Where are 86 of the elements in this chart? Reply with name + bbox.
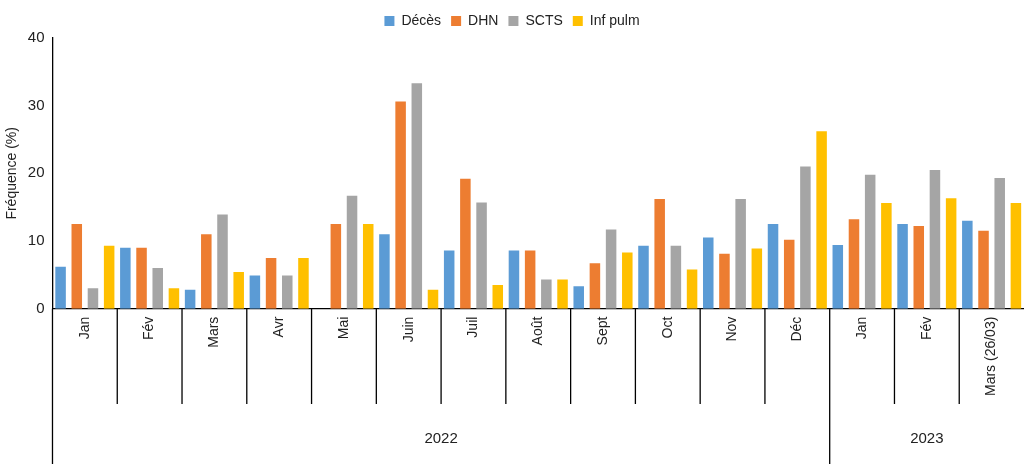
bar: [184, 289, 196, 309]
bar: [168, 288, 180, 309]
x-tick-label: Jan: [75, 316, 92, 340]
bar: [265, 257, 277, 309]
y-axis-title: Fréquence (%): [3, 127, 20, 220]
bar: [783, 239, 795, 309]
bar: [427, 289, 439, 309]
y-tick-label: 30: [27, 95, 45, 113]
bar: [703, 237, 714, 309]
bar: [735, 199, 746, 309]
bar: [913, 226, 925, 309]
bar: [362, 224, 374, 309]
bar: [233, 272, 244, 309]
bar: [573, 286, 584, 309]
bar: [751, 248, 763, 309]
bar: [346, 195, 358, 309]
x-tick-label: Nov: [723, 316, 740, 342]
bar: [282, 275, 293, 309]
bar: [767, 224, 779, 309]
bar: [605, 229, 617, 309]
bar: [330, 224, 342, 309]
x-tick-label: Déc: [788, 316, 805, 342]
bar: [686, 269, 698, 309]
bar: [249, 275, 261, 309]
bar: [622, 252, 633, 309]
x-tick-label: Fév: [140, 316, 157, 340]
x-tick-label: Juil: [464, 316, 481, 338]
y-tick-label: 20: [27, 163, 45, 181]
bar: [994, 178, 1005, 309]
bar: [541, 279, 552, 309]
bar: [120, 247, 131, 309]
bar: [638, 245, 649, 309]
bar: [524, 250, 536, 309]
bar: [670, 245, 682, 309]
bar: [962, 220, 973, 309]
bar: [443, 250, 455, 309]
x-tick-label: Août: [529, 316, 546, 346]
bar: [1010, 203, 1022, 309]
bar: [864, 174, 876, 309]
bar: [201, 234, 212, 309]
x-tick-label: Juin: [399, 316, 416, 343]
bar: [832, 245, 844, 309]
x-tick-label: Mars (26/03): [982, 316, 999, 396]
bar: [298, 257, 309, 309]
x-tick-label: Mars: [205, 316, 222, 348]
x-tick-label: Mai: [334, 316, 351, 340]
bar: [476, 202, 487, 309]
bar: [848, 219, 860, 309]
bar: [103, 245, 115, 309]
bar: [492, 284, 504, 309]
bar: [800, 166, 811, 309]
bar: [978, 230, 989, 309]
x-tick-label: Sept: [593, 316, 610, 346]
bar: [508, 250, 520, 309]
bar: [881, 203, 892, 309]
bar: [395, 101, 406, 309]
legend-label: SCTS: [525, 11, 563, 28]
x-tick-label: Jan: [852, 316, 869, 340]
bar: [71, 224, 83, 309]
text: 2023: [910, 429, 944, 447]
bar: [460, 178, 471, 309]
bar: [897, 224, 908, 309]
x-tick-label: Oct: [658, 316, 675, 339]
bar: [152, 268, 163, 309]
y-tick-label: 0: [36, 298, 45, 316]
legend-label: DHN: [468, 11, 499, 28]
y-tick-label: 10: [27, 231, 45, 249]
text: 2022: [424, 429, 458, 447]
bar: [929, 169, 941, 309]
bar: [557, 279, 568, 309]
bar: [719, 253, 730, 309]
bar: [589, 263, 601, 309]
bar: [217, 214, 228, 309]
legend-label: Décès: [401, 11, 442, 28]
bar: [411, 83, 423, 309]
bar: [87, 288, 99, 309]
bar: [816, 131, 827, 309]
legend-label: Inf pulm: [589, 11, 640, 28]
y-tick-label: 40: [27, 28, 45, 46]
x-tick-label: Avr: [270, 316, 287, 338]
x-tick-label: Fév: [917, 316, 934, 340]
bar: [654, 199, 665, 309]
bar: [136, 247, 147, 309]
bar: [945, 198, 957, 309]
bar: [379, 234, 390, 309]
bar: [55, 266, 66, 309]
